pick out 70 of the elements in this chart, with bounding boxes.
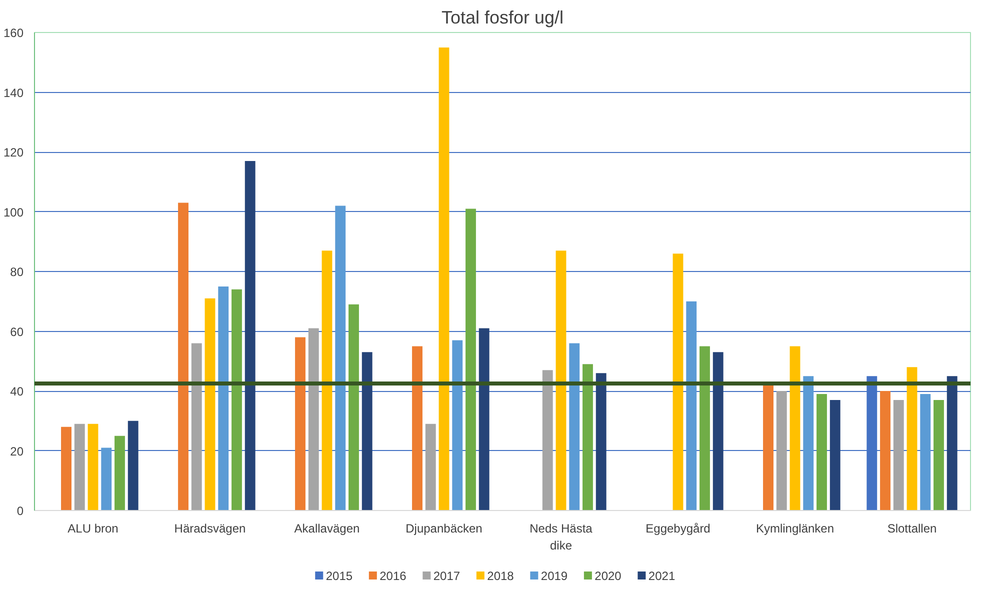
bar (700, 346, 710, 510)
bar (452, 340, 463, 510)
bar (204, 298, 216, 510)
bar (672, 254, 684, 510)
legend-label: 2018 (487, 569, 514, 583)
bar (101, 448, 112, 510)
y-tick-label: 100 (3, 205, 24, 220)
y-tick-label: 160 (3, 26, 24, 40)
bar (790, 346, 800, 510)
x-tick-label: Djupanbäcken (406, 522, 482, 536)
bar (556, 250, 566, 510)
bar (776, 391, 787, 510)
bar (830, 400, 840, 510)
x-tick-label: Eggebygård (646, 522, 710, 536)
bar (712, 352, 724, 510)
bar (934, 400, 944, 510)
chart-title: Total fosfor ug/l (441, 8, 564, 28)
bar (308, 328, 319, 510)
y-tick-label: 20 (10, 444, 24, 458)
bar (946, 376, 958, 510)
bar (128, 420, 138, 510)
legend-label: 2019 (540, 569, 568, 583)
bar (763, 385, 774, 510)
bar (569, 343, 580, 510)
bar (686, 301, 697, 510)
bar (295, 337, 306, 510)
bar (582, 364, 593, 510)
bar (178, 202, 188, 510)
legend-label: 2021 (648, 569, 676, 583)
bar (335, 206, 346, 510)
x-tick-label: Slottallen (887, 522, 937, 536)
bar (596, 373, 606, 510)
y-tick-label: 60 (10, 324, 24, 339)
bar (880, 391, 890, 510)
y-tick-label: 120 (3, 146, 24, 160)
x-tick-label: ALU bron (68, 522, 118, 536)
bar (412, 346, 422, 510)
bar (232, 289, 242, 510)
bar (88, 424, 98, 510)
bar (74, 424, 85, 510)
bar (920, 394, 931, 510)
y-tick-label: 140 (3, 86, 24, 100)
bar (244, 160, 256, 510)
bar (348, 304, 359, 510)
bar (466, 208, 476, 510)
legend-label: 2016 (380, 569, 407, 583)
bar (893, 400, 904, 510)
bar (542, 370, 553, 510)
bar (362, 352, 372, 510)
y-tick-label: 0 (16, 504, 24, 518)
bar (425, 424, 436, 510)
legend-label: 2020 (594, 569, 622, 583)
bar (114, 436, 125, 510)
bar (816, 394, 827, 510)
bar (478, 328, 490, 510)
bar (218, 286, 229, 510)
bar (191, 343, 202, 510)
y-tick-label: 80 (10, 265, 24, 279)
x-tick-label: Akallavägen (294, 522, 360, 536)
bar (61, 426, 72, 510)
bar (322, 250, 332, 510)
x-tick-label: Häradsvägen (174, 522, 246, 536)
x-tick-label: Kymlinglänken (756, 522, 834, 536)
bar (906, 367, 918, 510)
bar (803, 376, 814, 510)
y-tick-label: 40 (10, 384, 24, 398)
x-tick-label: Neds Hästa dike (530, 522, 593, 552)
bar (438, 47, 450, 510)
legend-label: 2015 (326, 569, 353, 583)
legend-label: 2017 (433, 569, 460, 583)
